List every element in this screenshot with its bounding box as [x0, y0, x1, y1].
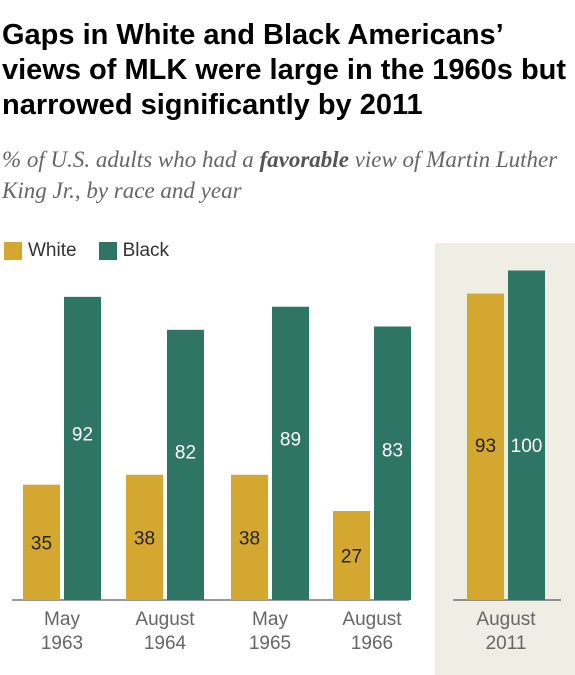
subtitle-emphasis: favorable — [259, 147, 349, 172]
value-label-white-1964: 38 — [134, 528, 155, 549]
x-tick-label-2011-month: August — [476, 609, 536, 630]
x-tick-label-1966-month: August — [342, 609, 402, 630]
subtitle-pre: % of U.S. adults who had a — [2, 147, 260, 172]
bar-black-1964 — [167, 329, 204, 600]
value-label-white-1965: 38 — [239, 528, 260, 549]
bar-black-1966 — [374, 326, 411, 600]
legend-label-white: White — [28, 240, 77, 261]
legend-swatch-white — [4, 242, 22, 260]
chart-legend: White Black — [4, 240, 191, 262]
value-label-white-2011: 93 — [475, 436, 496, 457]
value-label-black-1966: 83 — [382, 441, 403, 462]
bar-white-1964 — [126, 474, 163, 600]
bar-black-2011 — [508, 270, 545, 600]
value-label-black-1963: 92 — [72, 424, 93, 445]
x-tick-label-1964-month: August — [135, 609, 195, 630]
bar-white-2011 — [467, 293, 504, 600]
highlight-panel — [435, 243, 575, 675]
bar-white-1966 — [333, 511, 370, 600]
value-label-black-2011: 100 — [511, 436, 543, 457]
x-tick-label-2011-year: 2011 — [486, 633, 527, 654]
bar-white-1963 — [23, 484, 60, 600]
legend-label-black: Black — [122, 240, 170, 261]
x-tick-label-1964-year: 1964 — [144, 633, 187, 654]
bar-black-1965 — [272, 306, 309, 600]
legend-item-white: White — [4, 240, 77, 262]
bar-white-1965 — [231, 474, 268, 600]
bar-black-1963 — [64, 296, 101, 600]
x-tick-label-1965-month: May — [252, 609, 288, 630]
value-label-white-1966: 27 — [341, 547, 362, 568]
x-tick-label-1963-month: May — [44, 609, 80, 630]
x-tick-label-1965-year: 1965 — [249, 633, 291, 654]
value-label-black-1964: 82 — [175, 442, 196, 463]
legend-item-black: Black — [98, 240, 170, 262]
subtitle-post: view of Martin Luther King Jr., by race … — [2, 147, 558, 203]
chart-subtitle: % of U.S. adults who had a favorable vie… — [2, 144, 567, 206]
legend-swatch-black — [98, 242, 117, 260]
chart-title: Gaps in White and Black Americans’ views… — [2, 19, 567, 121]
x-tick-label-1963-year: 1963 — [41, 633, 83, 654]
value-label-white-1963: 35 — [31, 533, 52, 554]
value-label-black-1965: 89 — [280, 430, 301, 451]
x-tick-label-1966-year: 1966 — [351, 633, 393, 654]
